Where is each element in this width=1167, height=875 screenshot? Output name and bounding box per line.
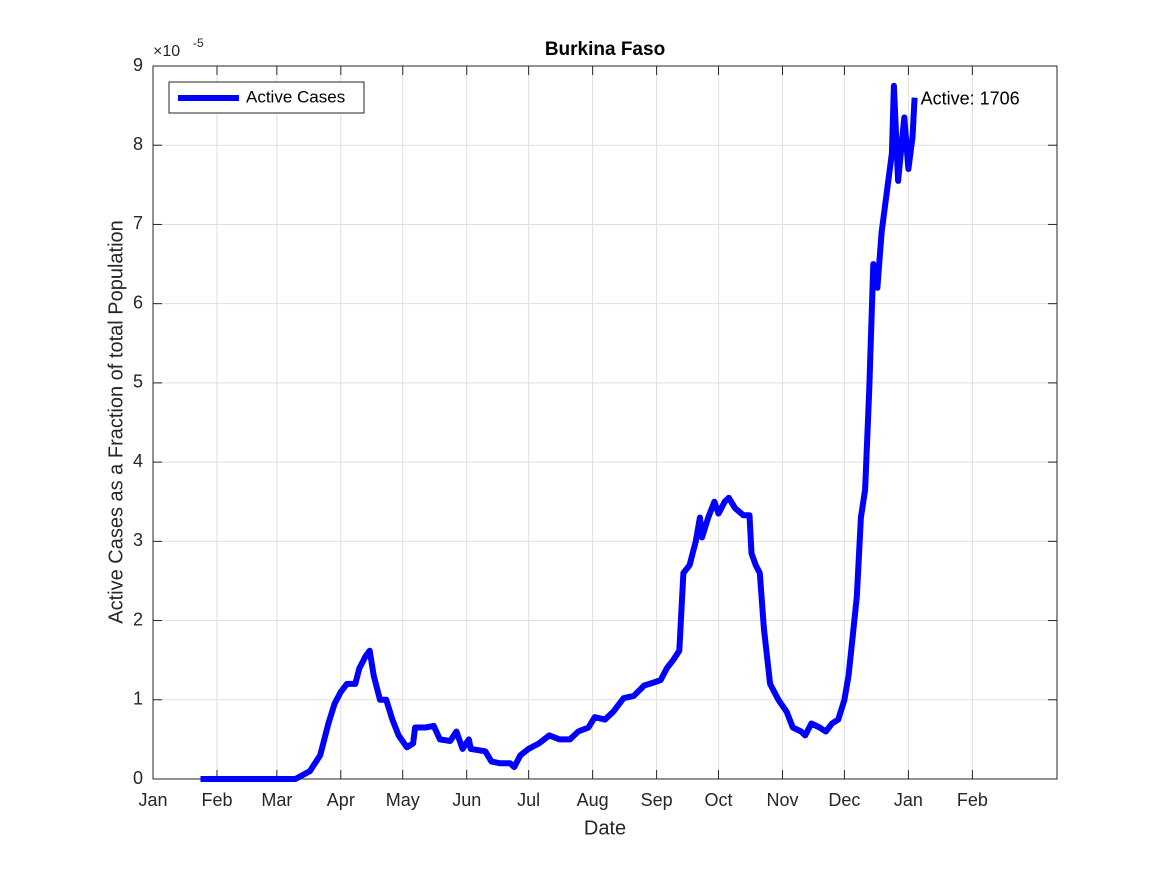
x-tick-label: Nov: [766, 790, 798, 810]
chart-title: Burkina Faso: [545, 39, 665, 60]
x-tick-label: Jan: [894, 790, 923, 810]
y-tick-label: 7: [133, 213, 143, 233]
x-axis-label: Date: [584, 817, 626, 839]
x-tick-label: Aug: [577, 790, 609, 810]
y-tick-label: 9: [133, 55, 143, 75]
y-tick-label: 5: [133, 372, 143, 392]
x-tick-label: Dec: [828, 790, 860, 810]
y-tick-label: 4: [133, 451, 143, 471]
annotation: Active: 1706: [921, 88, 1020, 108]
x-tick-label: Sep: [641, 790, 673, 810]
y-multiplier-exponent: -5: [193, 36, 204, 50]
y-axis-label: Active Cases as a Fraction of total Popu…: [105, 220, 127, 624]
x-tick-label: Oct: [705, 790, 733, 810]
x-tick-label: Feb: [201, 790, 232, 810]
y-tick-label: 3: [133, 530, 143, 550]
y-tick-label: 6: [133, 292, 143, 312]
x-tick-label: May: [386, 790, 420, 810]
x-tick-label: Jan: [138, 790, 167, 810]
y-multiplier: ×10: [153, 43, 180, 60]
data-line: [200, 82, 918, 782]
axes-box: [152, 65, 1058, 780]
x-tick-label: Mar: [261, 790, 292, 810]
x-tick-label: Apr: [327, 790, 355, 810]
y-tick-label: 2: [133, 609, 143, 629]
legend-label: Active Cases: [246, 87, 345, 106]
y-tick-label: 0: [133, 768, 143, 788]
y-tick-label: 8: [133, 134, 143, 154]
x-tick-label: Jun: [452, 790, 481, 810]
x-tick-label: Jul: [517, 790, 540, 810]
x-tick-label: Feb: [957, 790, 988, 810]
y-tick-label: 1: [133, 689, 143, 709]
